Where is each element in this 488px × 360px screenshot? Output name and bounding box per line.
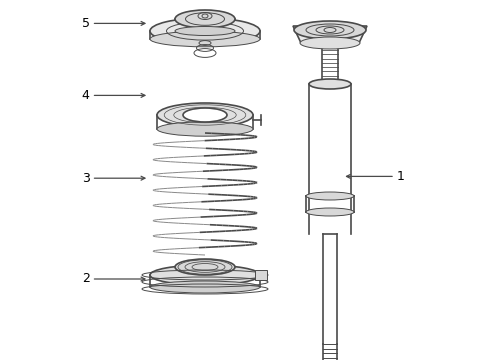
- Polygon shape: [292, 26, 366, 43]
- Text: 4: 4: [81, 89, 89, 102]
- Ellipse shape: [305, 208, 353, 216]
- Ellipse shape: [308, 79, 350, 89]
- Text: 2: 2: [81, 273, 89, 285]
- Ellipse shape: [183, 108, 226, 122]
- Ellipse shape: [150, 31, 260, 47]
- Ellipse shape: [175, 259, 235, 275]
- Ellipse shape: [305, 192, 353, 200]
- Bar: [254, 270, 266, 280]
- Ellipse shape: [157, 103, 252, 127]
- Ellipse shape: [175, 10, 235, 28]
- Text: 3: 3: [81, 172, 89, 185]
- Ellipse shape: [150, 265, 260, 285]
- Ellipse shape: [299, 37, 359, 49]
- Ellipse shape: [293, 21, 365, 39]
- Ellipse shape: [150, 281, 260, 293]
- Ellipse shape: [157, 122, 252, 136]
- Ellipse shape: [150, 18, 260, 44]
- Ellipse shape: [175, 27, 235, 36]
- Text: 1: 1: [396, 170, 404, 183]
- Text: 5: 5: [81, 17, 89, 30]
